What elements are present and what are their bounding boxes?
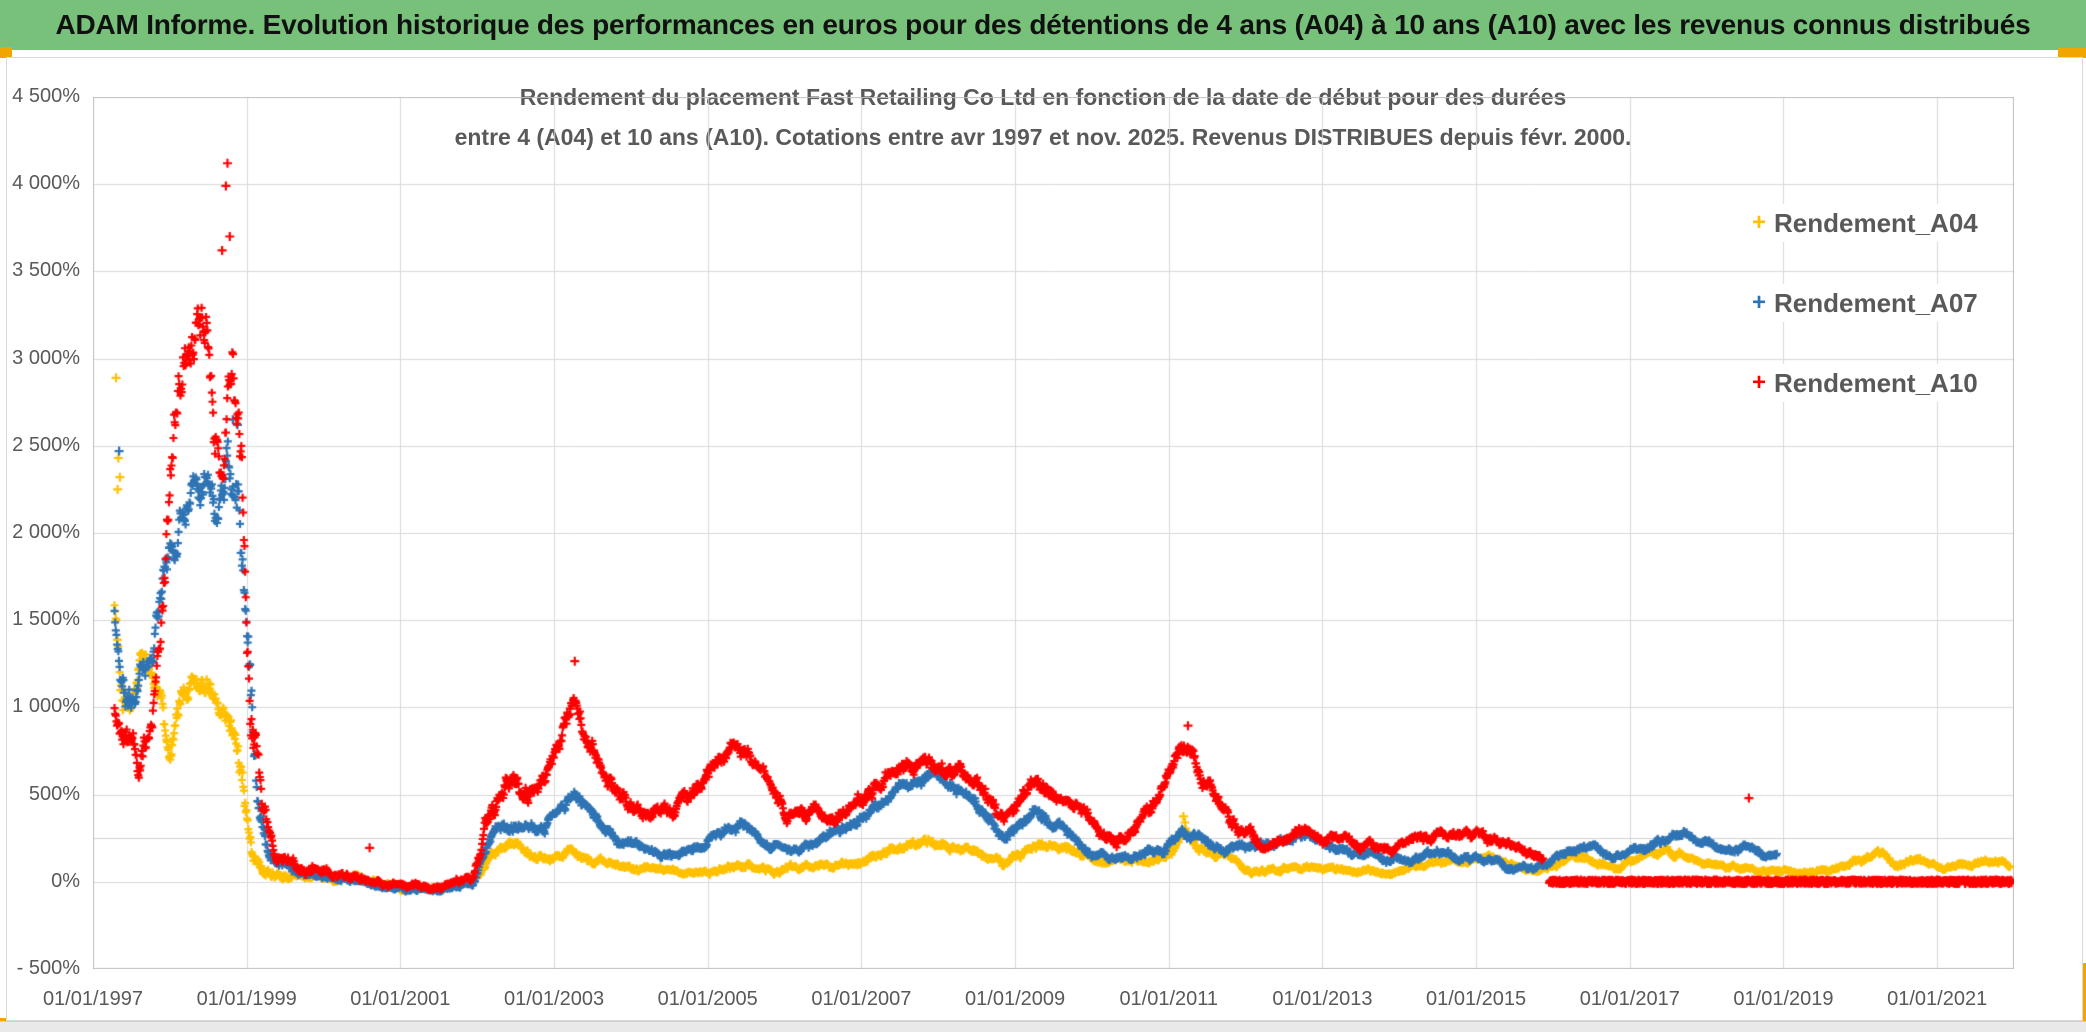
y-tick-label: 2 000%: [12, 521, 80, 543]
x-tick-label: 01/01/1997: [42, 988, 144, 1010]
y-tick-label: - 500%: [16, 957, 80, 979]
y-tick-label: 500%: [28, 782, 80, 805]
y-tick-label: 2 500%: [12, 433, 80, 456]
x-tick-label: 01/01/2007: [811, 988, 912, 1010]
legend-label: Rendement_A10: [1774, 367, 1978, 398]
legend-item-rendement-a04[interactable]: + Rendement_A04: [1744, 204, 1994, 242]
y-tick-label: 4 500%: [12, 85, 80, 107]
x-tick-label: 01/01/2021: [1887, 988, 1988, 1010]
x-tick-label: 01/01/2003: [503, 988, 605, 1010]
orange-corner-top-right: [2058, 48, 2086, 58]
legend-label: Rendement_A04: [1774, 207, 1978, 238]
x-tick-label: 01/01/2015: [1426, 988, 1527, 1010]
legend-item-rendement-a10[interactable]: + Rendement_A10: [1744, 364, 1994, 402]
plus-marker-icon: +: [1751, 209, 1766, 236]
y-tick-label: 0%: [51, 869, 80, 892]
x-tick-label: 01/01/1999: [196, 988, 297, 1010]
plus-marker-icon: +: [1751, 289, 1766, 316]
y-tick-label: 1 000%: [12, 695, 80, 718]
bottom-strip: [0, 1021, 2086, 1032]
y-tick-label: 1 500%: [12, 608, 80, 631]
x-tick-label: 01/01/2013: [1272, 988, 1373, 1010]
page-title: ADAM Informe. Evolution historique des p…: [55, 9, 2031, 40]
x-tick-label: 01/01/2009: [965, 988, 1066, 1010]
x-tick-label: 01/01/2001: [350, 988, 451, 1010]
orange-corner-top-left: [0, 47, 12, 58]
y-tick-label: 3 500%: [12, 259, 80, 282]
x-tick-label: 01/01/2017: [1579, 988, 1680, 1010]
x-tick-label: 01/01/2005: [657, 988, 758, 1010]
x-tick-label: 01/01/2019: [1733, 988, 1834, 1010]
y-tick-label: 3 000%: [12, 346, 80, 369]
plus-marker-icon: +: [1751, 369, 1766, 396]
y-tick-label: 4 000%: [12, 172, 80, 195]
legend-label: Rendement_A07: [1774, 287, 1978, 318]
legend-item-rendement-a07[interactable]: + Rendement_A07: [1744, 284, 1994, 322]
x-tick-label: 01/01/2011: [1119, 988, 1219, 1010]
plot-area: [93, 97, 2014, 969]
page-title-banner: ADAM Informe. Evolution historique des p…: [0, 0, 2086, 50]
